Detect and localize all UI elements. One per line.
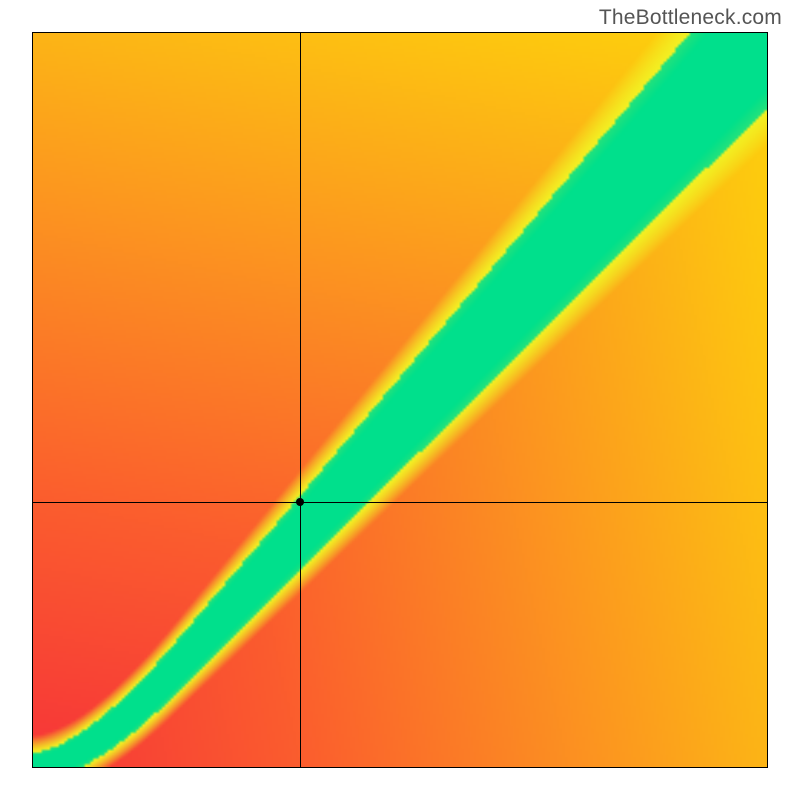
crosshair-marker-dot	[296, 498, 304, 506]
heatmap-canvas	[33, 33, 767, 767]
crosshair-horizontal	[33, 502, 767, 503]
crosshair-vertical	[300, 33, 301, 767]
watermark-text: TheBottleneck.com	[599, 6, 782, 30]
heatmap-plot	[32, 32, 768, 768]
